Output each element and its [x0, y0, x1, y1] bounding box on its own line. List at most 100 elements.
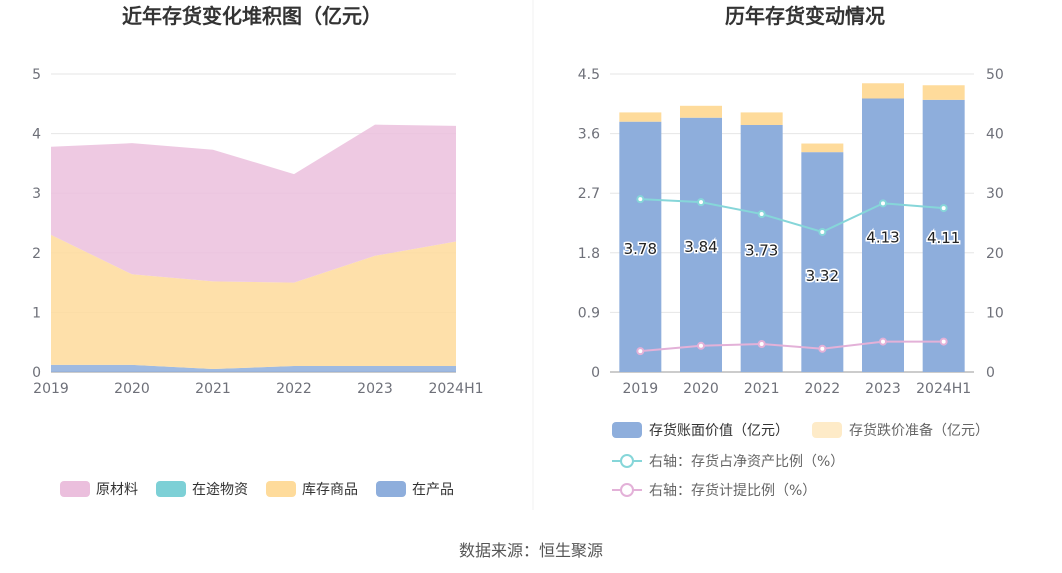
- legend-label: 在产品: [412, 482, 454, 498]
- right-legend-item: 右轴：存货计提比例（%）: [612, 482, 816, 499]
- right-x-tick: 2020: [683, 381, 719, 397]
- left-x-tick: 2021: [195, 381, 231, 397]
- left-y-tick: 3: [32, 186, 41, 202]
- line-point: [879, 199, 887, 208]
- line-series-2: [640, 198, 944, 234]
- legend-label: 右轴：存货占净资产比例（%）: [649, 453, 844, 470]
- left-x-tick-labels: 2019 2020 2021 2022 2023 2024H1: [33, 381, 483, 397]
- right-legend-item: 存货账面价值（亿元）: [612, 422, 789, 439]
- right-left-y-tick: 0: [591, 365, 600, 381]
- legend-marker: [620, 454, 634, 468]
- legend-label: 库存商品: [302, 482, 358, 498]
- right-x-tick-labels: 2019 2020 2021 2022 2023 2024H1: [623, 381, 972, 397]
- bar-impairment: [862, 83, 904, 99]
- area-0: [51, 364, 456, 372]
- left-x-tick: 2024H1: [428, 381, 483, 397]
- right-left-y-tick: 4.5: [578, 67, 600, 83]
- left-x-tick: 2020: [114, 381, 150, 397]
- bar-data-label: 3.73: [745, 241, 778, 259]
- right-right-y-tick: 40: [986, 127, 1004, 143]
- right-chart-title: 历年存货变动情况: [725, 4, 885, 28]
- line-point: [939, 337, 948, 346]
- left-x-tick: 2023: [357, 381, 393, 397]
- left-y-tick: 2: [32, 246, 41, 262]
- legend-label: 原材料: [96, 482, 138, 498]
- left-y-tick: 5: [32, 67, 41, 83]
- right-legend-item: 右轴：存货占净资产比例（%）: [612, 453, 844, 470]
- right-left-y-tick: 1.8: [578, 246, 600, 262]
- legend-swatch: [612, 422, 642, 438]
- left-area-series: [51, 124, 456, 372]
- right-left-y-tick: 0.9: [578, 305, 600, 321]
- left-y-tick: 1: [32, 305, 41, 321]
- legend-swatch: [812, 422, 842, 438]
- right-line-series: [636, 195, 948, 356]
- bar-data-label: 4.11: [927, 229, 960, 247]
- left-legend-item: 在产品: [376, 481, 454, 498]
- line-point: [757, 339, 766, 348]
- right-legend-item: 存货跌价准备（亿元）: [812, 422, 989, 439]
- bar-book-value: [922, 99, 965, 373]
- bar-data-label: 3.84: [684, 238, 717, 256]
- bar-book-value: [680, 117, 722, 372]
- right-right-y-tick-labels: 0 10 20 30 40 50: [986, 67, 1004, 381]
- right-gridlines: [610, 73, 974, 373]
- bar-data-label: 3.78: [624, 240, 657, 258]
- right-right-y-tick: 0: [986, 365, 995, 381]
- line-point: [636, 195, 645, 204]
- line-point: [636, 347, 645, 356]
- legend-swatch: [266, 481, 296, 497]
- bar-impairment: [801, 143, 844, 153]
- right-bar-series: [619, 83, 965, 373]
- right-right-y-tick: 50: [986, 67, 1004, 83]
- bar-data-label: 3.32: [806, 267, 839, 285]
- right-x-tick: 2021: [744, 381, 780, 397]
- line-point: [697, 198, 705, 207]
- legend-swatch: [60, 481, 90, 497]
- bar-book-value: [619, 121, 662, 373]
- bar-line-combo-chart: 历年存货变动情况 3.78 3.84 3.73 3.32 4.13 4.11 0 0.9 1.…: [578, 4, 1004, 499]
- right-left-y-tick: 2.7: [578, 186, 600, 202]
- line-point: [818, 344, 827, 353]
- left-y-tick: 0: [32, 365, 41, 381]
- left-x-tick: 2019: [33, 381, 69, 397]
- right-x-tick: 2019: [623, 381, 659, 397]
- legend-swatch: [156, 481, 186, 497]
- right-left-y-tick: 3.6: [578, 127, 600, 143]
- line-point: [818, 227, 827, 236]
- legend-label: 右轴：存货计提比例（%）: [649, 482, 816, 499]
- legend-marker: [620, 483, 634, 497]
- bar-impairment: [680, 105, 722, 118]
- right-x-tick: 2024H1: [916, 381, 971, 397]
- area-3: [51, 124, 456, 283]
- legend-label: 存货跌价准备（亿元）: [849, 422, 989, 439]
- left-legend-item: 原材料: [60, 481, 138, 498]
- bar-impairment: [922, 85, 965, 100]
- legend-label: 在途物资: [192, 481, 248, 498]
- line-point: [697, 341, 705, 350]
- left-x-tick: 2022: [276, 381, 312, 397]
- right-x-tick: 2022: [805, 381, 841, 397]
- right-left-y-tick-labels: 0 0.9 1.8 2.7 3.6 4.5: [578, 67, 600, 381]
- line-point: [939, 204, 948, 213]
- stacked-area-chart: 近年存货变化堆积图（亿元） 0 1 2 3 4 5 2019 2020 2021 2022 202…: [32, 4, 483, 498]
- bar-impairment: [740, 112, 783, 125]
- right-right-y-tick: 30: [986, 186, 1004, 202]
- right-right-y-tick: 20: [986, 246, 1004, 262]
- left-y-tick: 4: [32, 127, 41, 143]
- right-legend: 存货账面价值（亿元） 存货跌价准备（亿元） 右轴：存货占净资产比例（%） 右轴：存货计…: [612, 422, 989, 499]
- bar-book-value: [801, 152, 844, 372]
- bar-book-value: [740, 124, 783, 372]
- left-chart-title: 近年存货变化堆积图（亿元）: [122, 4, 382, 28]
- bar-book-value: [862, 98, 904, 372]
- right-bar-labels: 3.78 3.84 3.73 3.32 4.13 4.11: [622, 227, 962, 287]
- area-1: [51, 234, 456, 370]
- data-source-text: 数据来源：恒生聚源: [459, 541, 603, 560]
- bar-impairment: [619, 112, 662, 122]
- line-series-3: [640, 340, 944, 353]
- line-point: [879, 337, 887, 346]
- right-x-tick: 2023: [865, 381, 901, 397]
- left-legend: 原材料 在途物资 库存商品 在产品: [60, 481, 454, 498]
- left-y-tick-labels: 0 1 2 3 4 5: [32, 67, 41, 381]
